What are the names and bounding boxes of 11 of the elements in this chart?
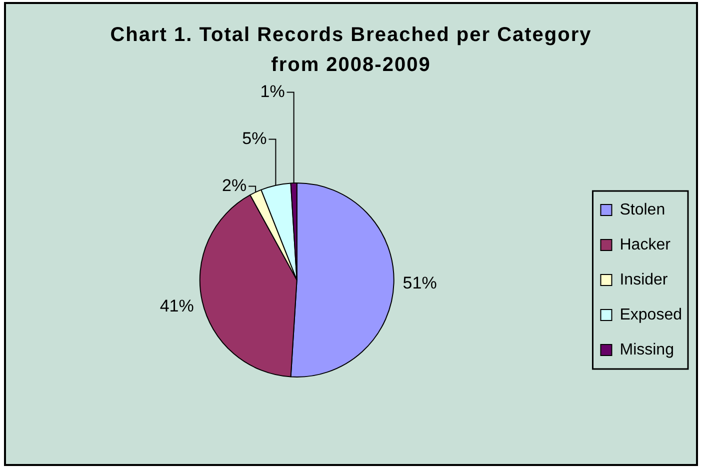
data-label: 2% <box>222 176 247 195</box>
legend-label: Hacker <box>620 236 672 254</box>
legend-label: Stolen <box>620 201 666 218</box>
data-label: 41% <box>160 296 194 316</box>
chart-title: Chart 1. Total Records Breached per Category from 2008-2009 <box>109 23 593 78</box>
data-label: 1% <box>260 82 285 101</box>
legend-label: Missing <box>620 341 674 358</box>
data-label: 51% <box>402 274 437 293</box>
data-label: 5% <box>242 128 267 148</box>
legend-label: Exposed <box>620 306 682 324</box>
legend-label: Insider <box>620 271 668 288</box>
